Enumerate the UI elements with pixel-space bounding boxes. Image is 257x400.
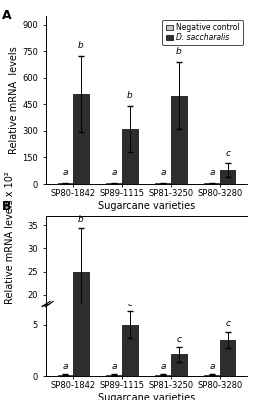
Bar [106,375,122,376]
Text: a: a [112,168,117,177]
Text: Relative mRNA levels x 10²: Relative mRNA levels x 10² [5,171,15,304]
Text: a: a [209,168,215,177]
X-axis label: Sugarcane varieties: Sugarcane varieties [98,393,195,400]
Bar [204,375,220,376]
Text: a: a [112,362,117,371]
Text: a: a [62,362,68,371]
Text: b: b [176,47,182,56]
Bar [220,170,235,184]
Y-axis label: Relative mRNA  levels: Relative mRNA levels [9,46,19,154]
Text: A: A [2,9,12,22]
Bar [106,183,122,184]
Bar [73,119,89,376]
Bar [73,94,89,184]
Legend: Negative control, D. saccharalis: Negative control, D. saccharalis [162,20,243,46]
X-axis label: Sugarcane varieties: Sugarcane varieties [98,201,195,211]
Text: a: a [160,168,166,177]
Bar [155,183,171,184]
Text: c: c [127,298,132,308]
Bar [122,324,138,376]
Bar [171,96,187,184]
Bar [220,340,235,376]
Text: b: b [78,215,84,224]
Bar [171,354,187,376]
Bar [58,183,73,184]
Text: c: c [176,334,181,344]
Text: B: B [2,200,12,213]
Bar [122,364,138,387]
Text: b: b [78,41,84,50]
Bar [73,272,89,387]
Text: c: c [225,149,230,158]
Bar [220,371,235,387]
Text: b: b [127,91,133,100]
Text: c: c [225,319,230,328]
Bar [122,129,138,184]
Bar [204,183,220,184]
Text: a: a [62,168,68,177]
Bar [58,375,73,376]
Bar [155,375,171,376]
Bar [171,378,187,387]
Text: a: a [160,362,166,371]
Text: a: a [209,362,215,371]
